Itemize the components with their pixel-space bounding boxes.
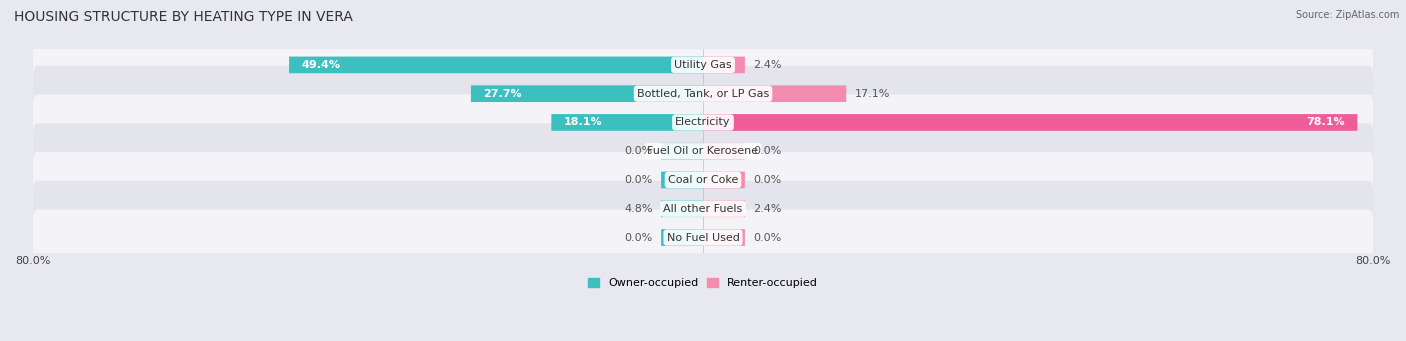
Text: 0.0%: 0.0% <box>624 233 652 242</box>
FancyBboxPatch shape <box>703 143 745 160</box>
Text: 18.1%: 18.1% <box>564 117 603 128</box>
Text: 0.0%: 0.0% <box>754 146 782 156</box>
FancyBboxPatch shape <box>661 201 703 217</box>
FancyBboxPatch shape <box>32 37 1374 93</box>
FancyBboxPatch shape <box>703 229 745 246</box>
FancyBboxPatch shape <box>32 66 1374 122</box>
Text: 0.0%: 0.0% <box>624 175 652 185</box>
Text: 78.1%: 78.1% <box>1306 117 1344 128</box>
Text: Utility Gas: Utility Gas <box>675 60 731 70</box>
Text: 0.0%: 0.0% <box>754 233 782 242</box>
Text: 2.4%: 2.4% <box>754 204 782 214</box>
FancyBboxPatch shape <box>471 85 703 102</box>
Text: 27.7%: 27.7% <box>484 89 522 99</box>
Text: Source: ZipAtlas.com: Source: ZipAtlas.com <box>1295 10 1399 20</box>
FancyBboxPatch shape <box>32 94 1374 150</box>
Legend: Owner-occupied, Renter-occupied: Owner-occupied, Renter-occupied <box>583 274 823 293</box>
FancyBboxPatch shape <box>703 114 1357 131</box>
Text: 0.0%: 0.0% <box>754 175 782 185</box>
FancyBboxPatch shape <box>703 201 745 217</box>
Text: 17.1%: 17.1% <box>855 89 890 99</box>
Text: 0.0%: 0.0% <box>624 146 652 156</box>
FancyBboxPatch shape <box>703 172 745 188</box>
Text: 2.4%: 2.4% <box>754 60 782 70</box>
FancyBboxPatch shape <box>661 143 703 160</box>
FancyBboxPatch shape <box>32 152 1374 208</box>
Text: 4.8%: 4.8% <box>624 204 652 214</box>
Text: 49.4%: 49.4% <box>302 60 340 70</box>
FancyBboxPatch shape <box>661 229 703 246</box>
FancyBboxPatch shape <box>32 181 1374 237</box>
Text: Fuel Oil or Kerosene: Fuel Oil or Kerosene <box>647 146 759 156</box>
Text: All other Fuels: All other Fuels <box>664 204 742 214</box>
FancyBboxPatch shape <box>32 210 1374 265</box>
Text: No Fuel Used: No Fuel Used <box>666 233 740 242</box>
Text: Electricity: Electricity <box>675 117 731 128</box>
FancyBboxPatch shape <box>703 57 745 73</box>
Text: Coal or Coke: Coal or Coke <box>668 175 738 185</box>
FancyBboxPatch shape <box>703 85 846 102</box>
FancyBboxPatch shape <box>551 114 703 131</box>
Text: HOUSING STRUCTURE BY HEATING TYPE IN VERA: HOUSING STRUCTURE BY HEATING TYPE IN VER… <box>14 10 353 24</box>
Text: Bottled, Tank, or LP Gas: Bottled, Tank, or LP Gas <box>637 89 769 99</box>
FancyBboxPatch shape <box>32 123 1374 179</box>
FancyBboxPatch shape <box>290 57 703 73</box>
FancyBboxPatch shape <box>661 172 703 188</box>
